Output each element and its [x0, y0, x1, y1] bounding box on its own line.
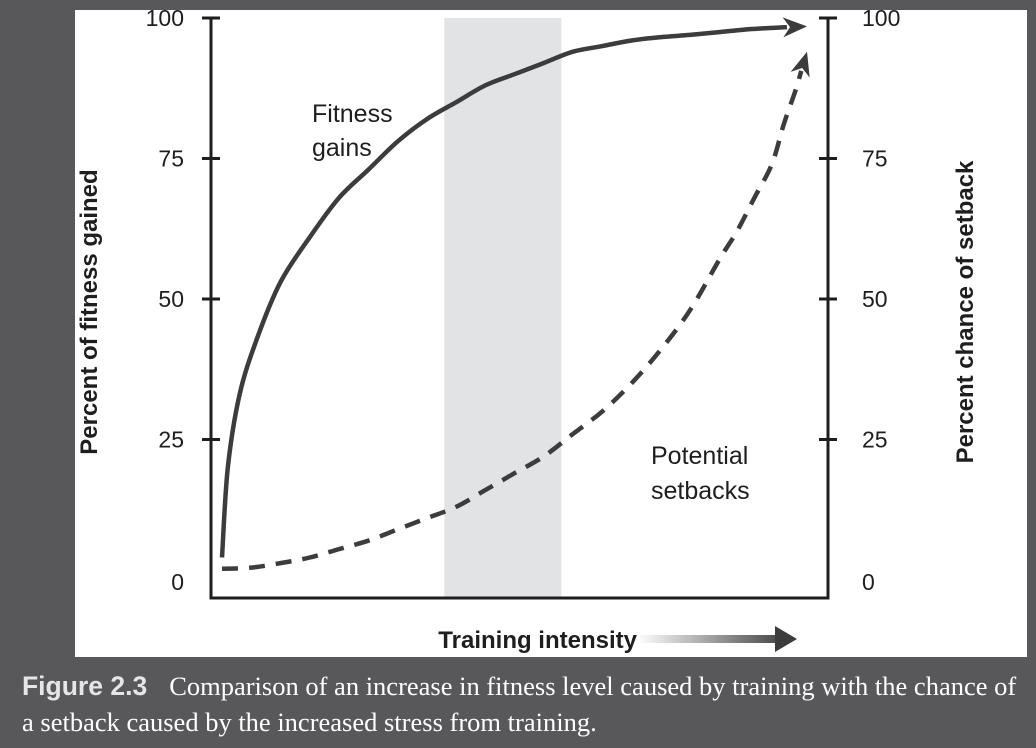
- fitness-gains-line: [219, 24, 788, 558]
- right-tick-label-25: 25: [862, 427, 888, 453]
- x-axis-arrow: [637, 626, 797, 652]
- right-axis-ticks: 0 25 50 75 100: [819, 10, 900, 595]
- left-tick-label-75: 75: [158, 146, 184, 172]
- figure-label: Figure 2.3: [22, 671, 148, 701]
- chart: 0 25 50 75 100 0 25 50 75 100 Fitness gains Pote…: [76, 10, 979, 654]
- left-tick-label-50: 50: [158, 286, 184, 312]
- setbacks-label-line1: Potential: [651, 442, 748, 470]
- left-axis-ticks: 0 25 50 75 100: [146, 10, 220, 595]
- right-tick-label-75: 75: [862, 146, 888, 172]
- potential-setbacks-arrowhead: [790, 51, 810, 78]
- fitness-gains-label-line2: gains: [312, 134, 372, 162]
- right-tick-label-100: 100: [862, 10, 900, 31]
- left-axis-title: Percent of fitness gained: [76, 169, 103, 454]
- right-axis-title: Percent chance of setback: [952, 160, 979, 463]
- figure-panel: 0 25 50 75 100 0 25 50 75 100 Fitness gains Pote…: [75, 10, 1027, 657]
- left-tick-label-100: 100: [146, 10, 184, 31]
- caption-text: Comparison of an increase in fitness lev…: [22, 671, 1017, 737]
- setbacks-label-line2: setbacks: [651, 477, 750, 505]
- fitness-gains-arrowhead: [782, 17, 807, 38]
- left-tick-label-0: 0: [171, 569, 184, 595]
- right-tick-label-50: 50: [862, 286, 888, 312]
- fitness-gains-label-line1: Fitness: [312, 100, 393, 128]
- series-layer: [219, 17, 810, 572]
- right-tick-label-0: 0: [862, 569, 875, 595]
- figure-caption: Figure 2.3 Comparison of an increase in f…: [22, 668, 1027, 740]
- left-tick-label-25: 25: [158, 427, 184, 453]
- x-axis-title: Training intensity: [438, 627, 637, 654]
- highlight-band: [444, 18, 562, 598]
- axis-frame: [209, 18, 830, 600]
- potential-setbacks-line: [221, 70, 804, 572]
